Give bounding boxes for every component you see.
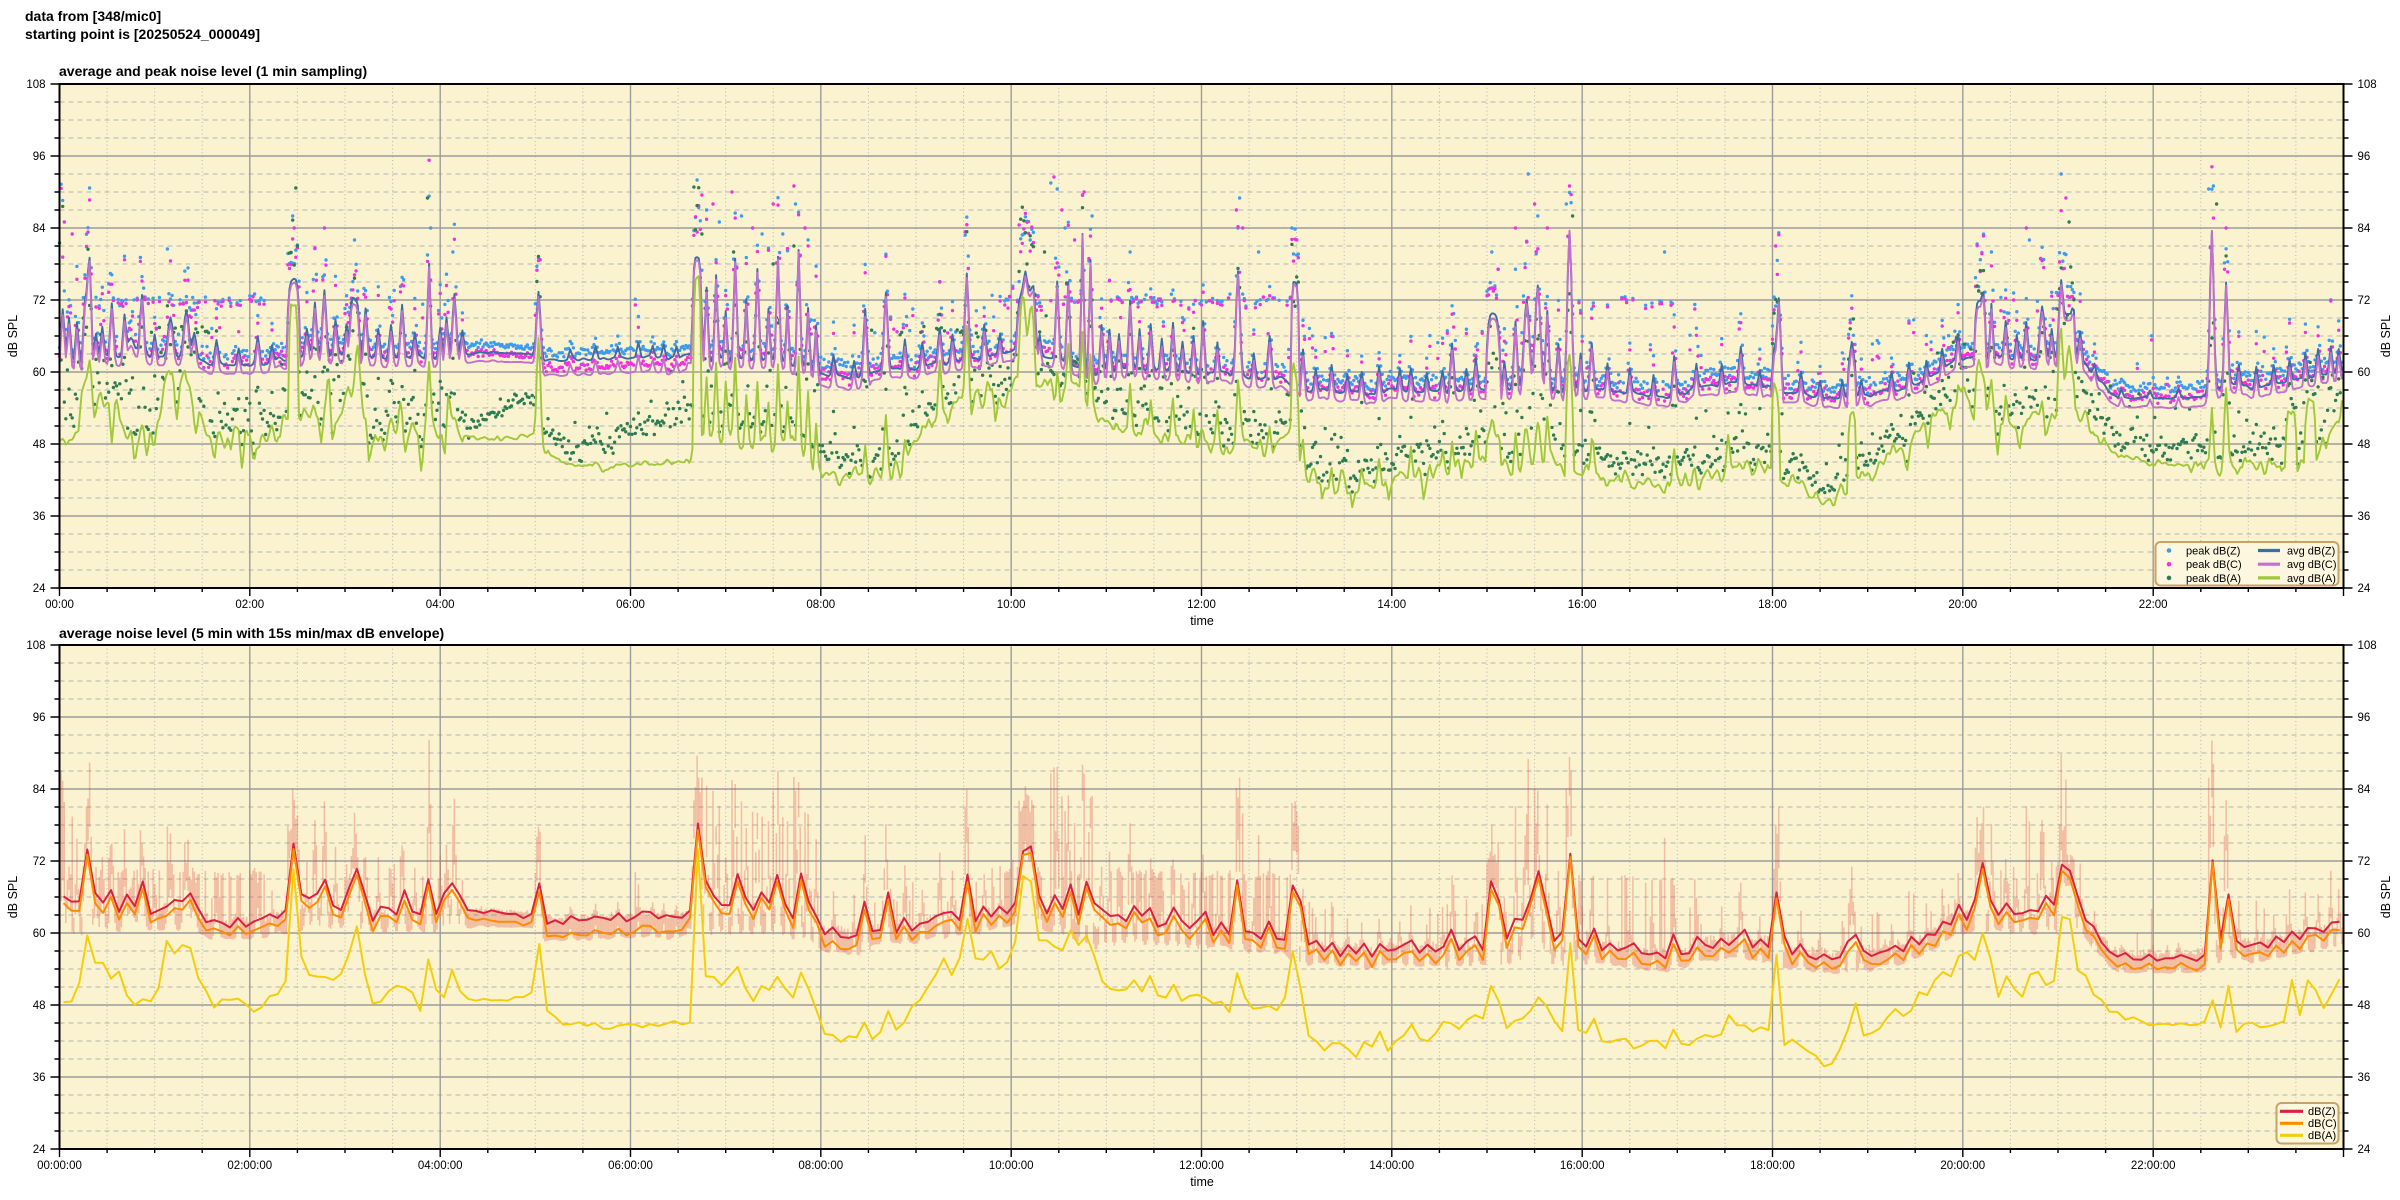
svg-text:96: 96 <box>2358 712 2371 724</box>
svg-text:14:00: 14:00 <box>1377 599 1406 611</box>
svg-text:avg dB(C): avg dB(C) <box>2287 559 2337 571</box>
svg-text:10:00: 10:00 <box>997 599 1026 611</box>
svg-text:108: 108 <box>2358 79 2377 91</box>
svg-text:20:00: 20:00 <box>1948 599 1977 611</box>
svg-text:04:00:00: 04:00:00 <box>418 1160 463 1172</box>
svg-text:60: 60 <box>2358 928 2371 940</box>
svg-text:72: 72 <box>2358 856 2371 868</box>
svg-text:06:00: 06:00 <box>616 599 645 611</box>
svg-text:48: 48 <box>2358 439 2371 451</box>
svg-text:time: time <box>1190 1175 1214 1189</box>
svg-text:24: 24 <box>33 583 46 595</box>
svg-text:60: 60 <box>2358 367 2371 379</box>
svg-text:00:00:00: 00:00:00 <box>37 1160 82 1172</box>
svg-text:time: time <box>1190 614 1214 628</box>
svg-text:18:00:00: 18:00:00 <box>1750 1160 1795 1172</box>
svg-text:36: 36 <box>2358 1072 2371 1084</box>
svg-text:16:00:00: 16:00:00 <box>1560 1160 1605 1172</box>
svg-text:dB SPL: dB SPL <box>2379 876 2393 918</box>
svg-text:average and peak noise level (: average and peak noise level (1 min samp… <box>59 63 367 79</box>
svg-text:dB(A): dB(A) <box>2308 1130 2336 1142</box>
svg-text:avg dB(A): avg dB(A) <box>2287 573 2336 585</box>
svg-text:avg dB(Z): avg dB(Z) <box>2287 545 2335 557</box>
svg-text:24: 24 <box>2358 1144 2371 1156</box>
svg-text:06:00:00: 06:00:00 <box>608 1160 653 1172</box>
svg-text:04:00: 04:00 <box>426 599 455 611</box>
svg-text:dB(Z): dB(Z) <box>2308 1106 2336 1118</box>
svg-text:48: 48 <box>2358 1000 2371 1012</box>
svg-text:60: 60 <box>33 928 46 940</box>
svg-text:data from [348/mic0]: data from [348/mic0] <box>25 8 161 24</box>
svg-text:dB SPL: dB SPL <box>6 315 20 357</box>
svg-text:dB(C): dB(C) <box>2308 1118 2337 1130</box>
svg-text:18:00: 18:00 <box>1758 599 1787 611</box>
svg-text:72: 72 <box>2358 295 2371 307</box>
svg-text:02:00: 02:00 <box>235 599 264 611</box>
svg-text:108: 108 <box>26 79 45 91</box>
svg-text:84: 84 <box>2358 784 2371 796</box>
svg-text:peak dB(Z): peak dB(Z) <box>2186 545 2240 557</box>
svg-text:dB SPL: dB SPL <box>6 876 20 918</box>
svg-text:22:00: 22:00 <box>2139 599 2168 611</box>
svg-text:peak dB(C): peak dB(C) <box>2186 559 2242 571</box>
svg-text:dB SPL: dB SPL <box>2379 315 2393 357</box>
svg-text:108: 108 <box>2358 640 2377 652</box>
svg-text:22:00:00: 22:00:00 <box>2131 1160 2176 1172</box>
svg-text:starting point is [20250524_00: starting point is [20250524_000049] <box>25 26 260 42</box>
svg-text:72: 72 <box>33 295 46 307</box>
svg-text:72: 72 <box>33 856 46 868</box>
svg-text:84: 84 <box>33 223 46 235</box>
svg-text:08:00:00: 08:00:00 <box>798 1160 843 1172</box>
svg-text:84: 84 <box>33 784 46 796</box>
svg-text:108: 108 <box>26 640 45 652</box>
svg-text:00:00: 00:00 <box>45 599 74 611</box>
svg-text:08:00: 08:00 <box>806 599 835 611</box>
svg-text:02:00:00: 02:00:00 <box>227 1160 272 1172</box>
svg-text:96: 96 <box>2358 151 2371 163</box>
svg-text:60: 60 <box>33 367 46 379</box>
svg-text:36: 36 <box>33 511 46 523</box>
svg-text:12:00:00: 12:00:00 <box>1179 1160 1224 1172</box>
svg-text:10:00:00: 10:00:00 <box>989 1160 1034 1172</box>
svg-text:96: 96 <box>33 712 46 724</box>
svg-text:average noise level (5 min wit: average noise level (5 min with 15s min/… <box>59 625 444 641</box>
svg-text:48: 48 <box>33 1000 46 1012</box>
svg-text:36: 36 <box>2358 511 2371 523</box>
svg-text:96: 96 <box>33 151 46 163</box>
svg-text:14:00:00: 14:00:00 <box>1369 1160 1414 1172</box>
svg-text:16:00: 16:00 <box>1568 599 1597 611</box>
svg-text:12:00: 12:00 <box>1187 599 1216 611</box>
svg-text:24: 24 <box>2358 583 2371 595</box>
svg-text:36: 36 <box>33 1072 46 1084</box>
svg-text:24: 24 <box>33 1144 46 1156</box>
svg-text:20:00:00: 20:00:00 <box>1940 1160 1985 1172</box>
svg-text:48: 48 <box>33 439 46 451</box>
svg-text:peak dB(A): peak dB(A) <box>2186 573 2241 585</box>
svg-text:84: 84 <box>2358 223 2371 235</box>
